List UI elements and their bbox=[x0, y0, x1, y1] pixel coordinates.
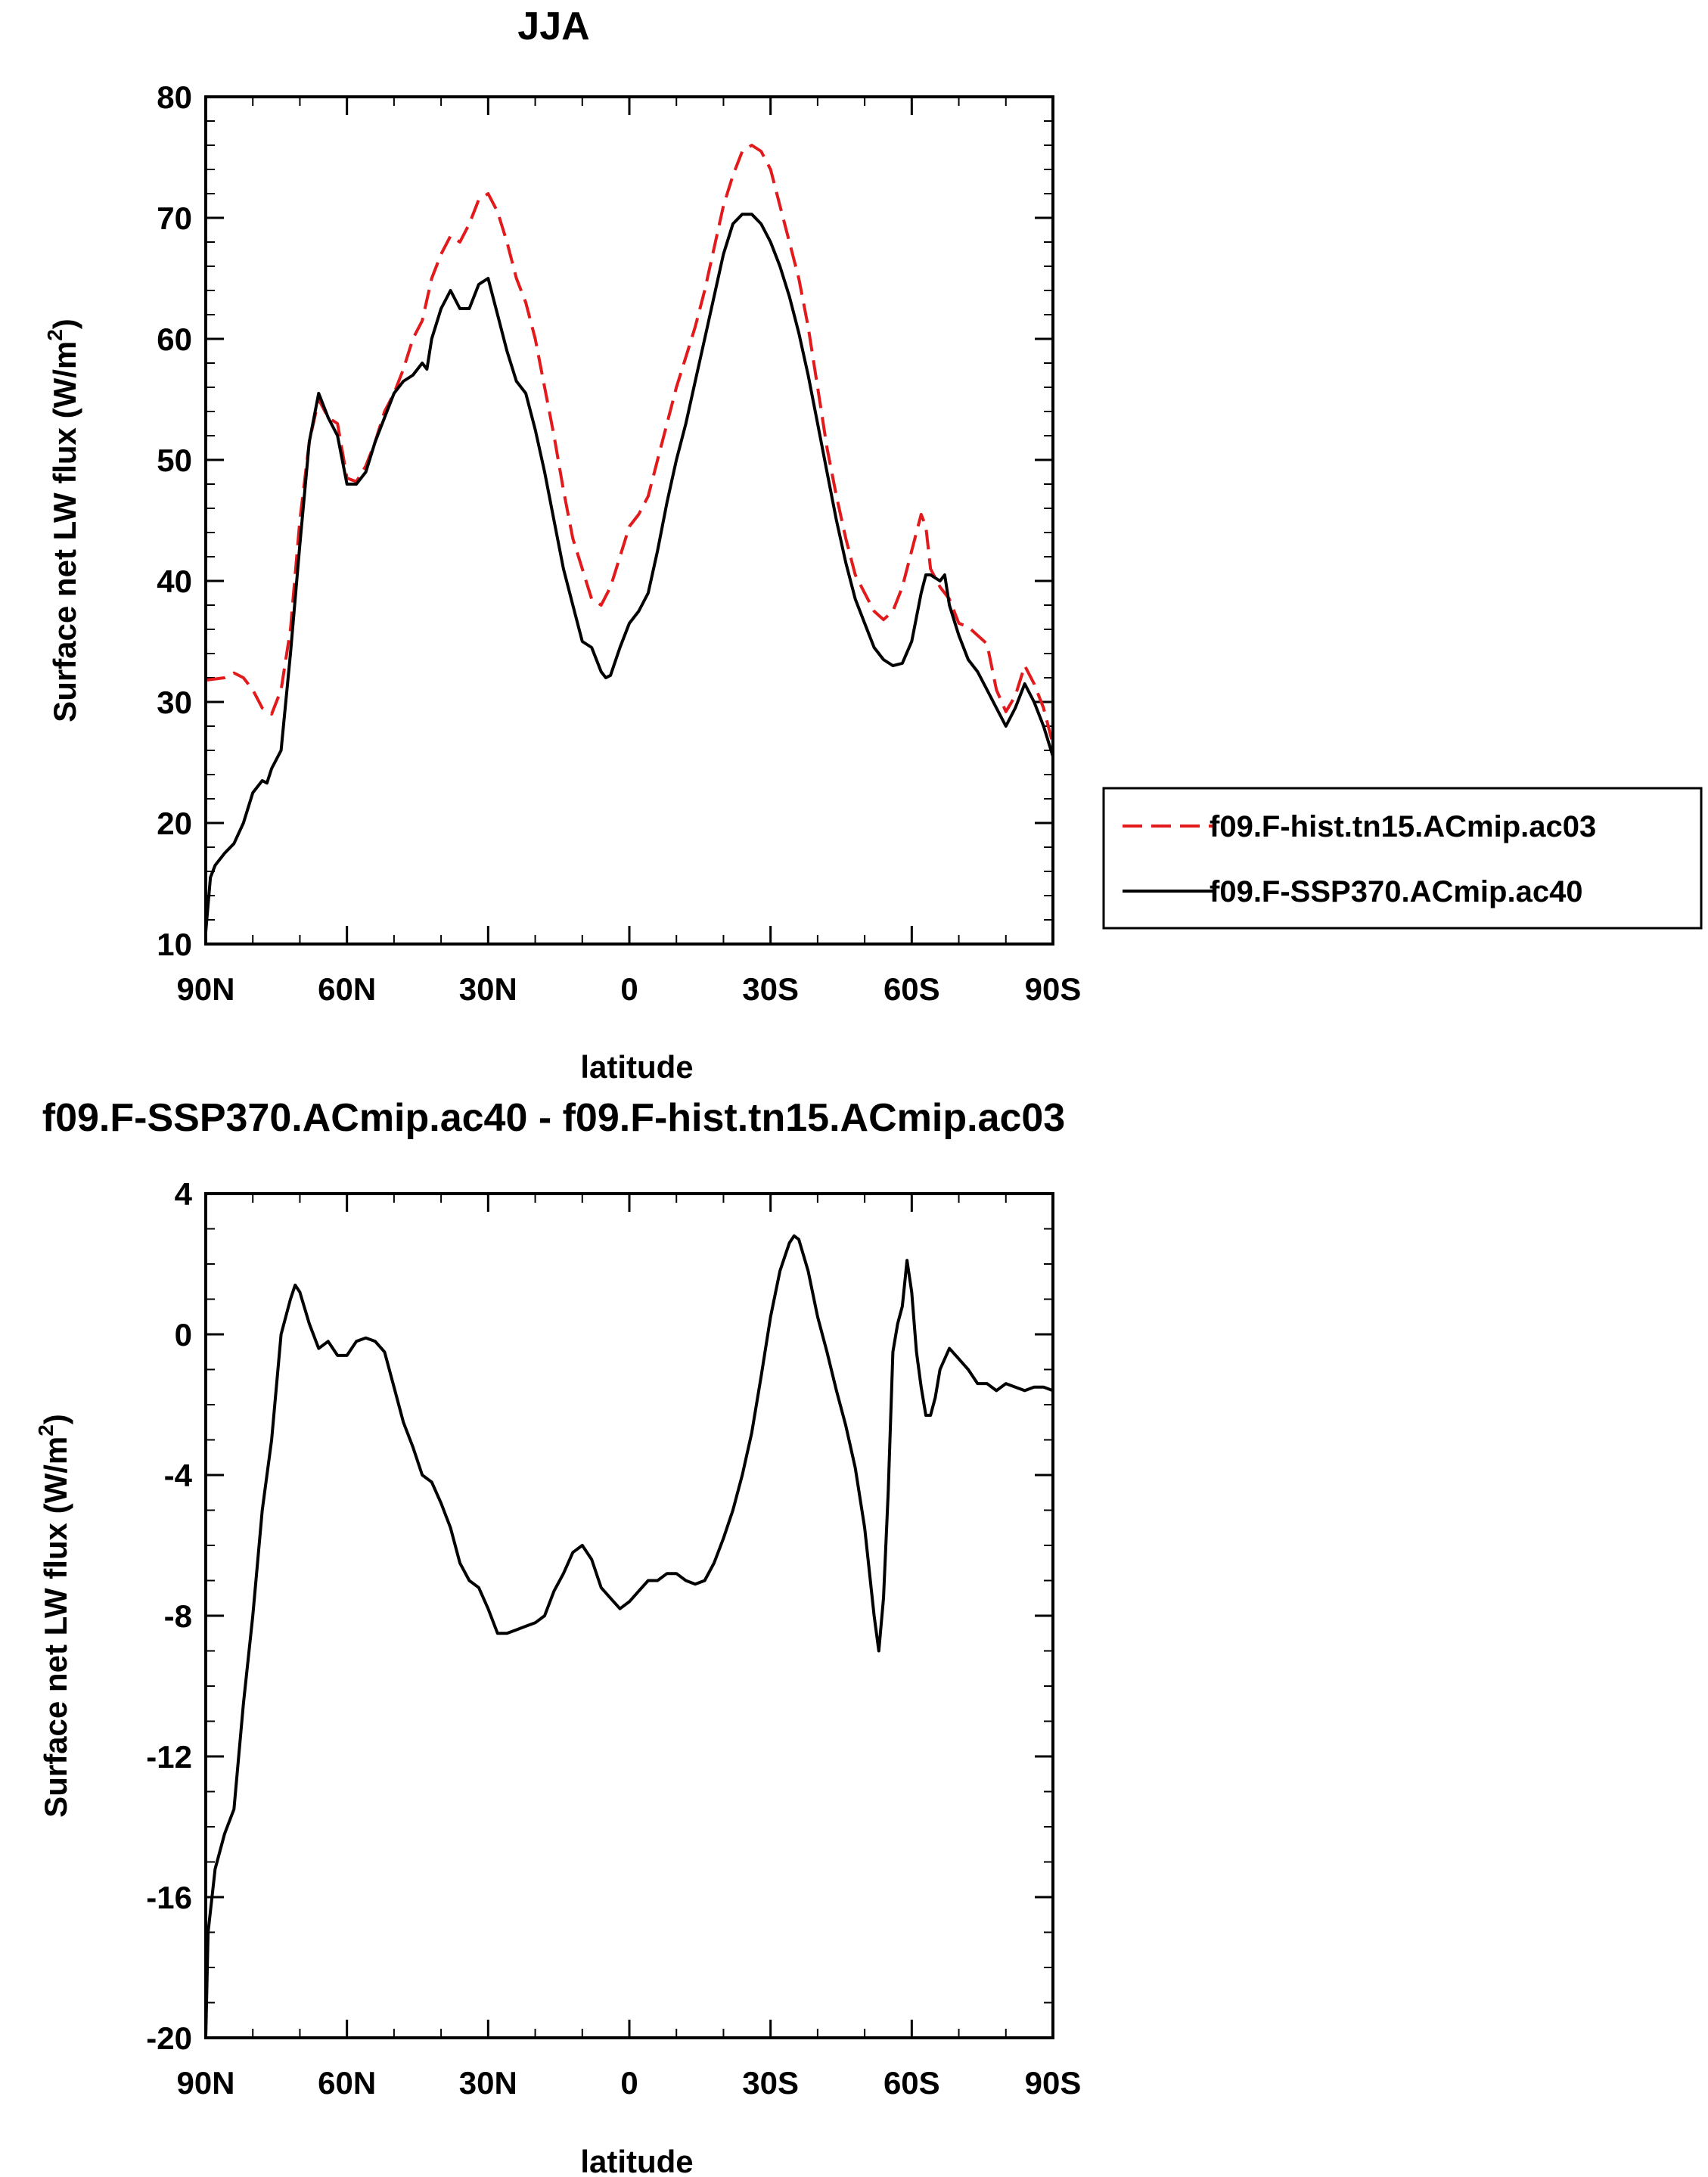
y-tick-label: 70 bbox=[157, 200, 192, 236]
y-tick-label: -20 bbox=[146, 2020, 192, 2056]
y-tick-label: 50 bbox=[157, 443, 192, 478]
y-tick-label: -4 bbox=[164, 1458, 193, 1493]
x-tick-label: 60N bbox=[318, 971, 376, 1007]
plot-frame bbox=[204, 1192, 1054, 2039]
y-tick-label: 10 bbox=[157, 927, 192, 962]
x-tick-label: 0 bbox=[620, 2065, 638, 2101]
legend-box bbox=[1102, 787, 1703, 930]
x-tick-label: 60S bbox=[884, 971, 940, 1007]
legend-label-f09-f-hist-tn15-acmip-ac03: f09.F-hist.tn15.ACmip.ac03 bbox=[1210, 810, 1596, 843]
y-axis-label: Surface net LW flux (W/m2) bbox=[43, 318, 82, 722]
x-tick-label: 30S bbox=[742, 2065, 799, 2101]
x-tick-label: 60N bbox=[318, 2065, 376, 2101]
chart-title: f09.F-SSP370.ACmip.ac40 - f09.F-hist.tn1… bbox=[42, 1096, 1065, 1140]
legend-label-f09-f-ssp370-acmip-ac40: f09.F-SSP370.ACmip.ac40 bbox=[1210, 875, 1583, 908]
plot-frame bbox=[204, 95, 1054, 946]
x-tick-label: 90N bbox=[176, 2065, 234, 2101]
x-tick-label: 30N bbox=[459, 2065, 517, 2101]
x-tick-label: 0 bbox=[620, 971, 638, 1007]
x-axis-label: latitude bbox=[580, 1049, 693, 1085]
y-tick-label: -16 bbox=[146, 1880, 192, 1915]
y-tick-label: 20 bbox=[157, 806, 192, 841]
x-tick-label: 30S bbox=[742, 971, 799, 1007]
x-tick-label: 90S bbox=[1025, 2065, 1082, 2101]
y-tick-label: 4 bbox=[175, 1176, 193, 1212]
y-tick-label: -12 bbox=[146, 1739, 192, 1775]
y-axis-label-superscript: 2 bbox=[43, 329, 67, 341]
y-tick-label: 60 bbox=[157, 321, 192, 357]
y-tick-label: 0 bbox=[175, 1317, 192, 1352]
chart-title: JJA bbox=[517, 5, 589, 48]
y-tick-label: 80 bbox=[157, 79, 192, 115]
y-axis-label-main: Surface net LW flux (W/m bbox=[38, 1436, 73, 1818]
series-line-difference bbox=[206, 1234, 1053, 2038]
series-line-f09-f-ssp370-acmip-ac40 bbox=[206, 213, 1053, 933]
top-panel-jja: JJA 90N 60N 30N 0 30S 60S 90S 10 20 30 40 50 60 70 80 la… bbox=[43, 5, 1703, 1085]
series-line-f09-f-hist-tn15-acmip-ac03 bbox=[206, 144, 1053, 745]
y-tick-label: 30 bbox=[157, 685, 192, 720]
y-axis-label-close: ) bbox=[47, 318, 82, 329]
y-axis-label-close: ) bbox=[38, 1414, 73, 1424]
x-tick-label: 30N bbox=[459, 971, 517, 1007]
y-tick-label: -8 bbox=[164, 1598, 192, 1634]
x-tick-label: 90S bbox=[1025, 971, 1082, 1007]
y-axis-label-superscript: 2 bbox=[34, 1424, 57, 1436]
x-axis-label: latitude bbox=[580, 2144, 693, 2177]
y-tick-label: 40 bbox=[157, 564, 192, 599]
x-tick-label: 60S bbox=[884, 2065, 940, 2101]
x-tick-label: 90N bbox=[176, 971, 234, 1007]
y-axis-label: Surface net LW flux (W/m2) bbox=[34, 1414, 73, 1818]
bottom-panel-difference: f09.F-SSP370.ACmip.ac40 - f09.F-hist.tn1… bbox=[34, 1096, 1081, 2177]
y-axis-label-main: Surface net LW flux (W/m bbox=[47, 341, 82, 722]
